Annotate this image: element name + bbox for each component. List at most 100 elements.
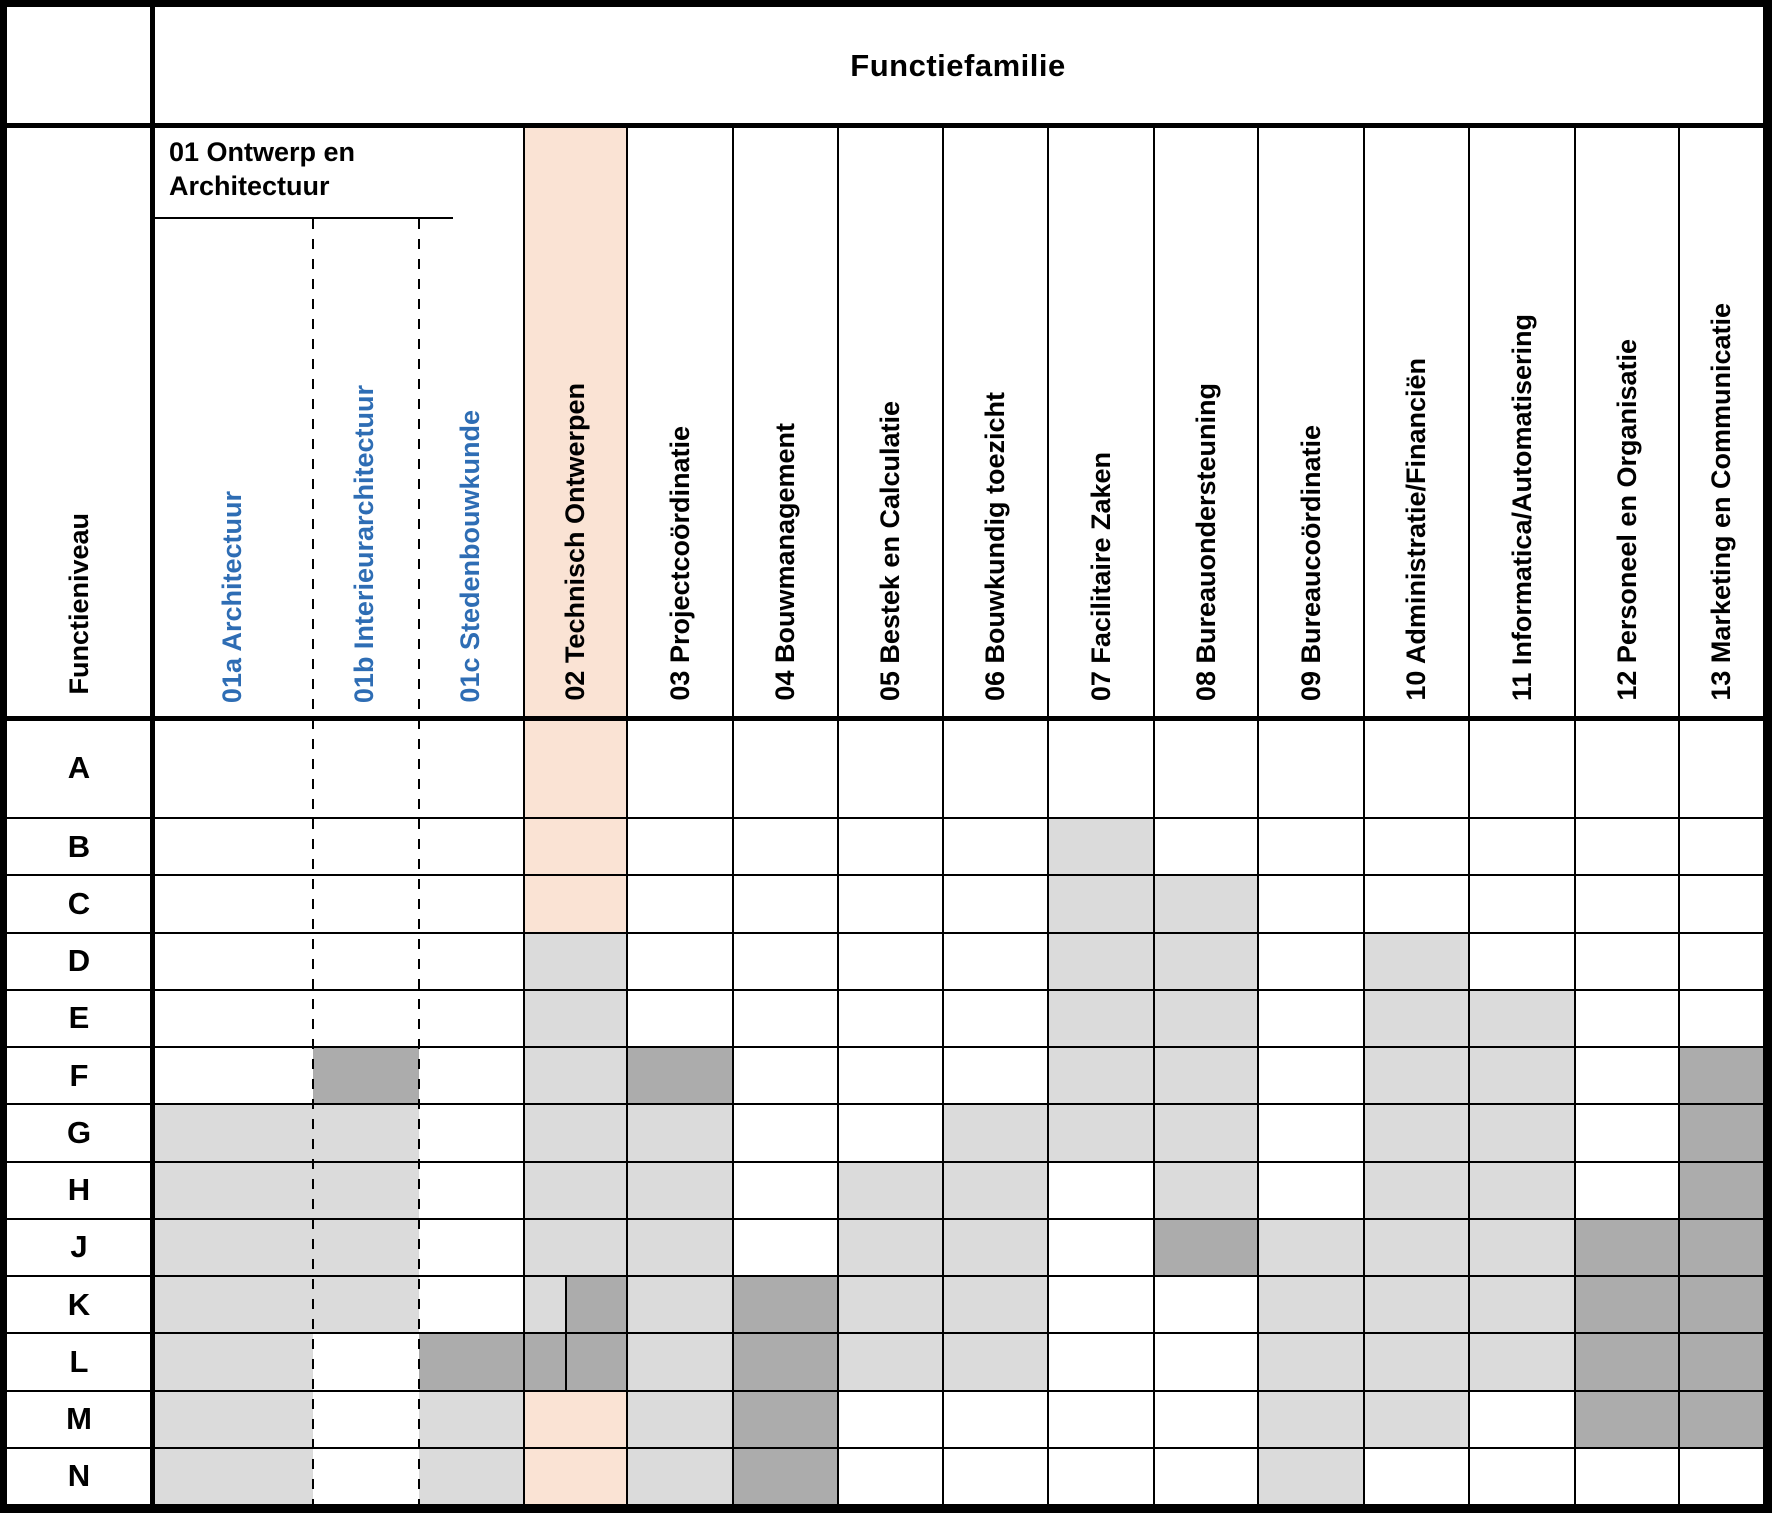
col-header-04: 04 Bouwmanagement bbox=[734, 126, 839, 719]
matrix-cell-M-02 bbox=[525, 1391, 628, 1449]
matrix-cell-J-01b bbox=[313, 1219, 419, 1277]
matrix-cell-H-12 bbox=[1576, 1162, 1680, 1220]
matrix-cell-G-01a bbox=[153, 1105, 313, 1163]
matrix-cell-A-02 bbox=[525, 719, 628, 819]
matrix-cell-G-01b bbox=[313, 1105, 419, 1163]
matrix-cell-E-12 bbox=[1576, 990, 1680, 1048]
matrix-cell-J-07 bbox=[1049, 1219, 1155, 1277]
col-header-01c-label: 01c Stedenbouwkunde bbox=[454, 410, 485, 703]
col-header-02-label: 02 Technisch Ontwerpen bbox=[560, 383, 590, 701]
matrix-cell-M-10 bbox=[1365, 1391, 1470, 1449]
row-label-M: M bbox=[7, 1391, 153, 1449]
matrix-cell-H-01a bbox=[153, 1162, 313, 1220]
matrix-cell-E-05 bbox=[839, 990, 944, 1048]
col-header-08-label: 08 Bureauondersteuning bbox=[1190, 382, 1221, 701]
matrix-cell-N-01c bbox=[419, 1448, 525, 1506]
matrix-cell-M-01b bbox=[313, 1391, 419, 1449]
matrix-cell-E-08 bbox=[1155, 990, 1259, 1048]
matrix-cell-L-01c bbox=[419, 1334, 525, 1392]
matrix-cell-M-06 bbox=[944, 1391, 1049, 1449]
col-header-09: 09 Bureaucoördinatie bbox=[1259, 126, 1365, 719]
matrix-cell-C-01b bbox=[313, 876, 419, 934]
matrix-cell-K-09 bbox=[1259, 1277, 1365, 1335]
matrix-cell-B-10 bbox=[1365, 819, 1470, 877]
matrix-subcell-right bbox=[567, 1277, 626, 1333]
col-header-04-label: 04 Bouwmanagement bbox=[770, 423, 800, 701]
matrix-cell-L-06 bbox=[944, 1334, 1049, 1392]
matrix-cell-M-01c bbox=[419, 1391, 525, 1449]
col-header-12-label: 12 Personeel en Organisatie bbox=[1611, 339, 1642, 701]
matrix-cell-G-02 bbox=[525, 1105, 628, 1163]
matrix-cell-A-10 bbox=[1365, 719, 1470, 819]
matrix-cell-E-06 bbox=[944, 990, 1049, 1048]
row-label-A: A bbox=[7, 719, 153, 819]
matrix-cell-H-08 bbox=[1155, 1162, 1259, 1220]
matrix-cell-F-03 bbox=[628, 1048, 734, 1106]
matrix-cell-B-05 bbox=[839, 819, 944, 877]
matrix-cell-B-11 bbox=[1470, 819, 1576, 877]
col-header-05: 05 Bestek en Calculatie bbox=[839, 126, 944, 719]
matrix-cell-E-01b bbox=[313, 990, 419, 1048]
matrix-cell-F-13 bbox=[1680, 1048, 1765, 1106]
col-header-02: 02 Technisch Ontwerpen bbox=[525, 126, 628, 719]
matrix-cell-K-07 bbox=[1049, 1277, 1155, 1335]
matrix-cell-G-03 bbox=[628, 1105, 734, 1163]
col-header-11-label: 11 Informatica/Automatisering bbox=[1506, 313, 1537, 701]
matrix-cell-M-09 bbox=[1259, 1391, 1365, 1449]
col-header-01c: 01c Stedenbouwkunde bbox=[418, 219, 523, 719]
matrix-cell-M-07 bbox=[1049, 1391, 1155, 1449]
matrix-cell-J-01c bbox=[419, 1219, 525, 1277]
matrix-cell-E-03 bbox=[628, 990, 734, 1048]
matrix-cell-B-12 bbox=[1576, 819, 1680, 877]
matrix-cell-F-09 bbox=[1259, 1048, 1365, 1106]
matrix-cell-B-06 bbox=[944, 819, 1049, 877]
matrix-cell-G-09 bbox=[1259, 1105, 1365, 1163]
matrix-cell-D-03 bbox=[628, 933, 734, 991]
matrix-cell-B-07 bbox=[1049, 819, 1155, 877]
matrix-cell-E-01c bbox=[419, 990, 525, 1048]
matrix-cell-N-10 bbox=[1365, 1448, 1470, 1506]
matrix-cell-H-07 bbox=[1049, 1162, 1155, 1220]
column-group-01-subheaders: 01a Architectuur 01b Interieurarchitectu… bbox=[153, 219, 523, 719]
matrix-cell-G-04 bbox=[734, 1105, 839, 1163]
row-label-D: D bbox=[7, 933, 153, 991]
col-header-01a: 01a Architectuur bbox=[153, 219, 312, 719]
matrix-cell-B-09 bbox=[1259, 819, 1365, 877]
matrix-cell-F-12 bbox=[1576, 1048, 1680, 1106]
matrix-cell-N-07 bbox=[1049, 1448, 1155, 1506]
thick-divider-vertical bbox=[150, 7, 155, 1506]
matrix-cell-B-02 bbox=[525, 819, 628, 877]
matrix-cell-D-04 bbox=[734, 933, 839, 991]
matrix-cell-N-03 bbox=[628, 1448, 734, 1506]
matrix-cell-A-07 bbox=[1049, 719, 1155, 819]
col-header-01b: 01b Interieurarchitectuur bbox=[312, 219, 417, 719]
matrix-cell-N-05 bbox=[839, 1448, 944, 1506]
matrix-cell-K-04 bbox=[734, 1277, 839, 1335]
matrix-cell-G-08 bbox=[1155, 1105, 1259, 1163]
matrix-cell-M-04 bbox=[734, 1391, 839, 1449]
matrix-cell-K-08 bbox=[1155, 1277, 1259, 1335]
col-header-03-label: 03 Projectcoördinatie bbox=[664, 426, 695, 701]
matrix-cell-C-02 bbox=[525, 876, 628, 934]
col-header-13-label: 13 Marketing en Communicatie bbox=[1706, 303, 1736, 701]
matrix-cell-L-09 bbox=[1259, 1334, 1365, 1392]
matrix-cell-G-11 bbox=[1470, 1105, 1576, 1163]
matrix-cell-C-01a bbox=[153, 876, 313, 934]
col-header-12: 12 Personeel en Organisatie bbox=[1576, 126, 1680, 719]
matrix-cell-K-13 bbox=[1680, 1277, 1765, 1335]
matrix-cell-H-13 bbox=[1680, 1162, 1765, 1220]
matrix-cell-A-01c bbox=[419, 719, 525, 819]
matrix-cell-K-12 bbox=[1576, 1277, 1680, 1335]
matrix-cell-L-01b bbox=[313, 1334, 419, 1392]
matrix-cell-B-13 bbox=[1680, 819, 1765, 877]
matrix-cell-E-01a bbox=[153, 990, 313, 1048]
matrix-cell-M-13 bbox=[1680, 1391, 1765, 1449]
matrix-cell-F-01c bbox=[419, 1048, 525, 1106]
col-header-10-label: 10 Administratie/Financiën bbox=[1401, 358, 1431, 701]
col-header-11: 11 Informatica/Automatisering bbox=[1470, 126, 1576, 719]
matrix-cell-H-02 bbox=[525, 1162, 628, 1220]
matrix-cell-C-01c bbox=[419, 876, 525, 934]
matrix-cell-A-03 bbox=[628, 719, 734, 819]
matrix-cell-B-01b bbox=[313, 819, 419, 877]
matrix-cell-H-06 bbox=[944, 1162, 1049, 1220]
